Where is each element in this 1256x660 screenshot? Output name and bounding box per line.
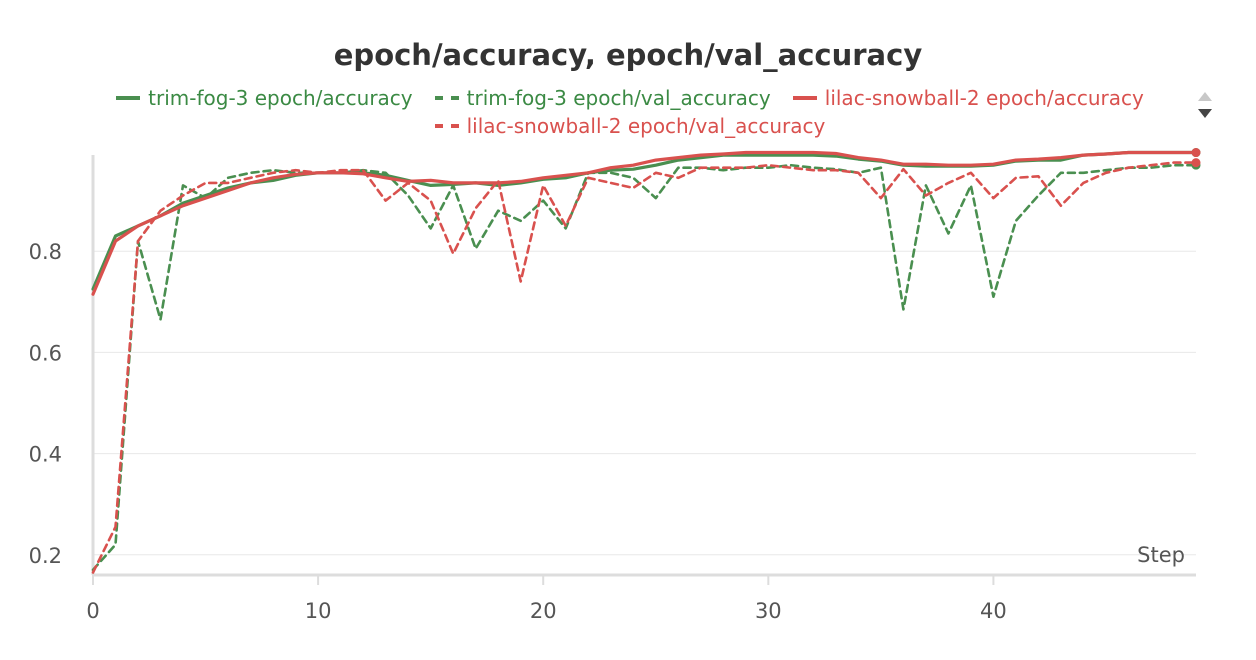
x-tick-label: 30 (755, 599, 782, 623)
chevron-down-icon[interactable] (1198, 109, 1212, 118)
legend-item-lilac-snowball-val-accuracy[interactable]: lilac-snowball-2 epoch/val_accuracy (434, 114, 826, 138)
legend-swatch (434, 124, 459, 128)
chart-title: epoch/accuracy, epoch/val_accuracy (333, 38, 923, 72)
series-line-2 (91, 150, 1198, 296)
x-tick-label: 20 (530, 599, 557, 623)
legend-label: lilac-snowball-2 epoch/val_accuracy (466, 114, 826, 138)
legend-label: trim-fog-3 epoch/val_accuracy (466, 86, 771, 110)
series-end-point-3 (1191, 158, 1201, 168)
x-tick-label: 10 (305, 599, 332, 623)
series-line-1 (91, 163, 1198, 572)
x-axis-label: Step (1137, 543, 1185, 567)
legend-row-2: lilac-snowball-2 epoch/val_accuracy (80, 112, 1180, 140)
y-tick-label: 0.6 (29, 341, 62, 365)
y-tick-label: 0.8 (29, 240, 62, 264)
legend: trim-fog-3 epoch/accuracy trim-fog-3 epo… (80, 84, 1180, 140)
legend-label: trim-fog-3 epoch/accuracy (148, 86, 413, 110)
chevron-up-icon[interactable] (1198, 92, 1212, 101)
legend-scroll (1192, 86, 1218, 132)
legend-item-trim-fog-accuracy[interactable]: trim-fog-3 epoch/accuracy (116, 86, 413, 110)
legend-swatch (434, 96, 459, 100)
x-tick-label: 40 (980, 599, 1007, 623)
legend-item-trim-fog-val-accuracy[interactable]: trim-fog-3 epoch/val_accuracy (434, 86, 771, 110)
legend-label: lilac-snowball-2 epoch/accuracy (824, 86, 1144, 110)
legend-item-lilac-snowball-accuracy[interactable]: lilac-snowball-2 epoch/accuracy (792, 86, 1144, 110)
x-tick-label: 0 (86, 599, 99, 623)
series-end-point-2 (1191, 148, 1201, 158)
y-tick-label: 0.4 (29, 443, 62, 467)
legend-row-1: trim-fog-3 epoch/accuracy trim-fog-3 epo… (80, 84, 1180, 112)
legend-swatch (116, 96, 141, 100)
series-line-3 (91, 161, 1198, 574)
y-tick-label: 0.2 (29, 544, 62, 568)
legend-swatch (792, 96, 817, 100)
